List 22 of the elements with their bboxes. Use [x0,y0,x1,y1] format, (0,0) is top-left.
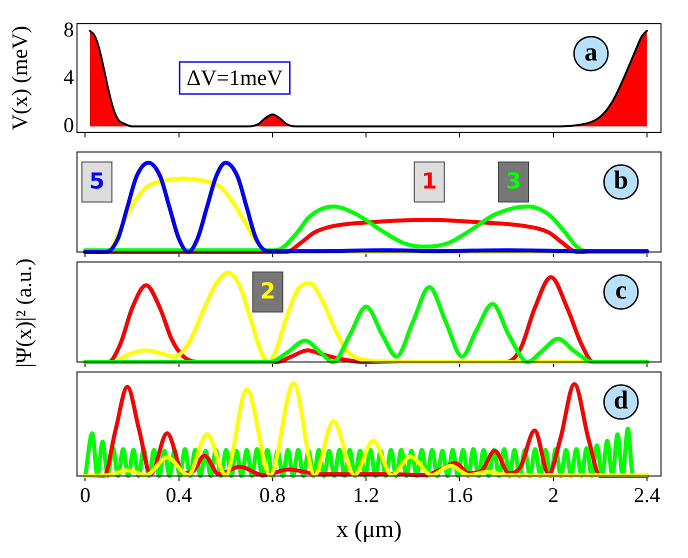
x-tick-label: 2.4 [634,483,661,508]
y-tick-label: 4 [64,65,74,90]
y-tick-label: 8 [64,17,74,42]
x-tick-label: 1.2 [352,483,380,508]
x-tick-label: 0.8 [259,483,286,508]
annotation: c [615,276,627,305]
series-label: 1 [422,170,437,195]
series-label: 3 [506,170,522,195]
annotation: ΔV=1meV [186,64,283,90]
y-axis-title: V(x) (meV) [6,26,32,130]
x-axis-title: x (μm) [336,516,402,543]
annotation: a [584,37,598,66]
x-tick-label: 0.4 [166,483,192,508]
x-tick-label: 0 [80,483,90,508]
x-tick-label: 2 [548,483,559,508]
y-tick-label: 0 [64,112,74,137]
x-tick-label: 1.6 [446,483,473,508]
series-label: 2 [260,280,276,305]
annotation: b [614,166,628,195]
annotation: d [614,386,629,415]
y-axis-title: |Ψ(x)|² (a.u.) [11,258,37,368]
series-label: 5 [89,170,105,195]
